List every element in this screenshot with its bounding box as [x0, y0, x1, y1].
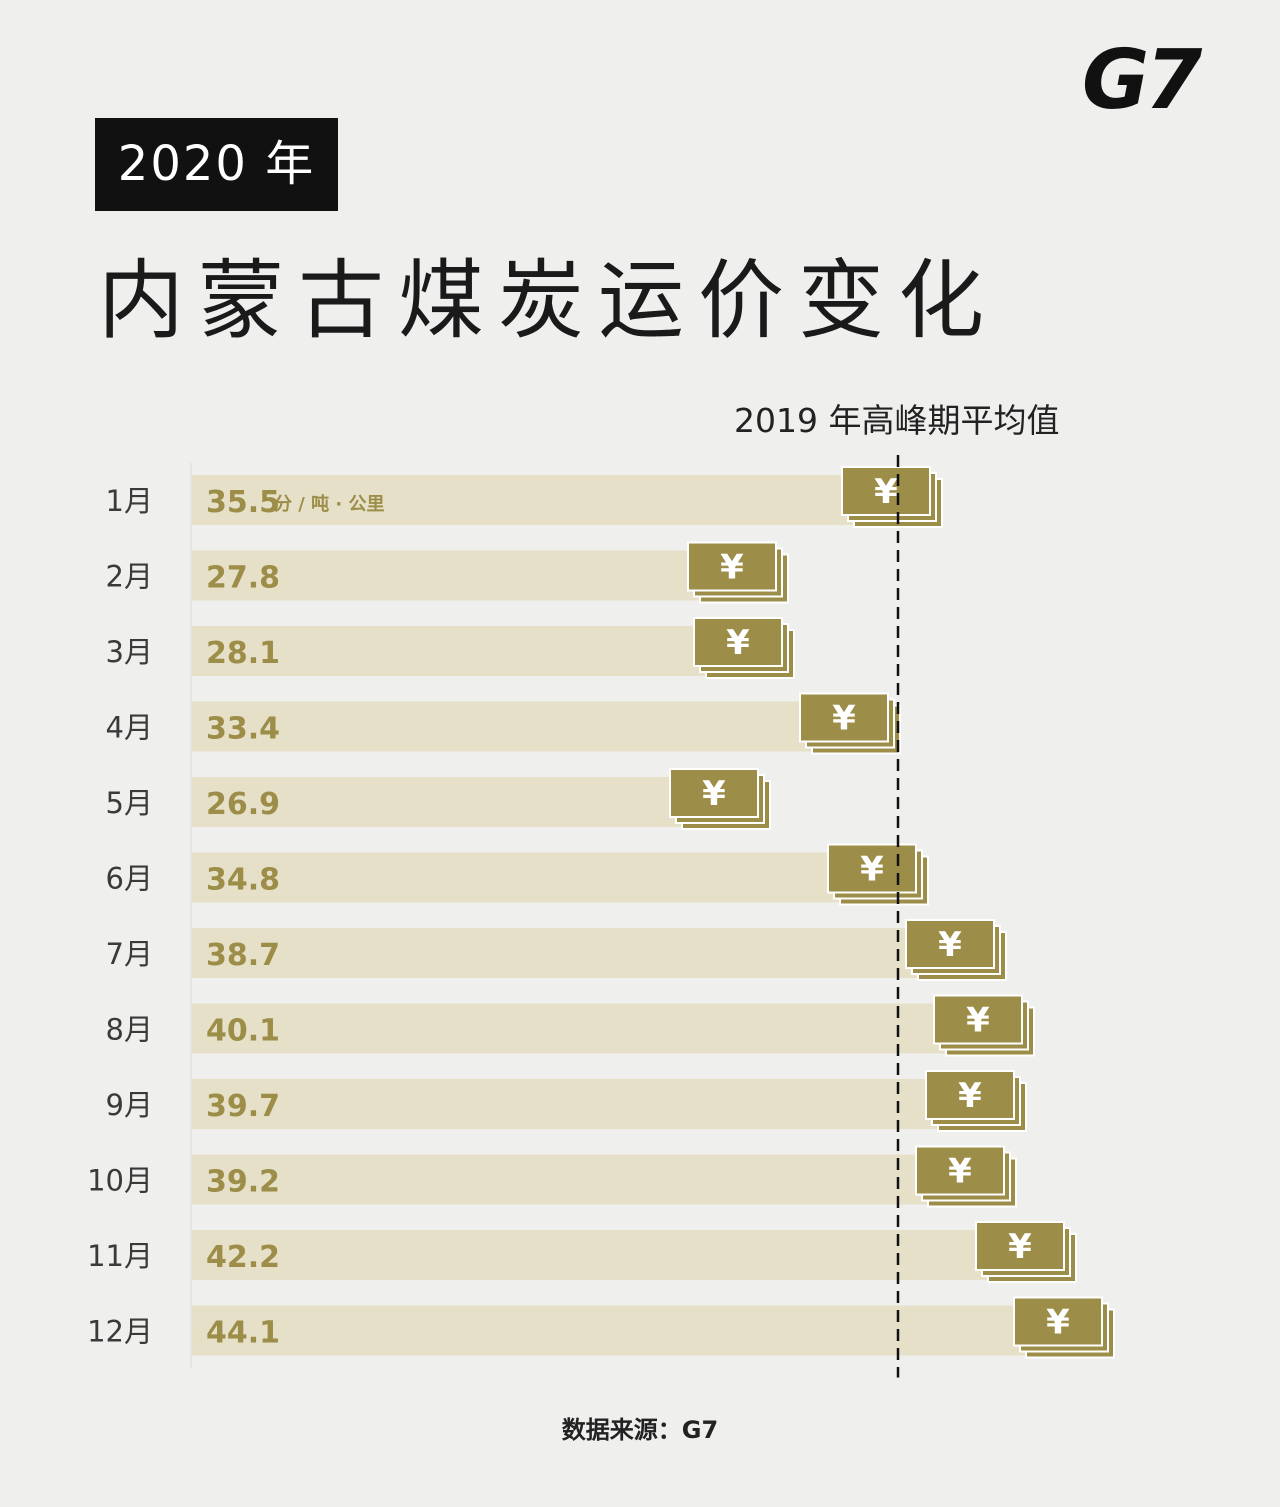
yen-icon: ¥ — [1008, 1227, 1032, 1267]
yen-icon: ¥ — [720, 548, 744, 588]
money-icon — [827, 843, 917, 894]
bar — [192, 1154, 976, 1205]
month-label: 6月 — [106, 862, 153, 896]
value-label: 33.4 — [206, 712, 280, 747]
money-icon — [841, 466, 931, 516]
bar — [192, 626, 754, 676]
bar — [192, 852, 888, 903]
month-label: 8月 — [106, 1013, 153, 1047]
month-label: 9月 — [106, 1088, 153, 1122]
yen-icon: ¥ — [966, 1001, 990, 1041]
value-label: 39.7 — [206, 1089, 280, 1124]
bar — [192, 777, 730, 827]
yen-icon: ¥ — [832, 699, 856, 739]
yen-icon: ¥ — [874, 472, 898, 512]
g7-logo: G7 — [1082, 33, 1202, 128]
yen-icon: ¥ — [938, 925, 962, 965]
bar — [192, 1230, 1036, 1280]
bar — [192, 701, 860, 752]
value-label: 34.8 — [206, 863, 280, 898]
money-icon — [669, 768, 759, 818]
bar — [192, 550, 748, 601]
value-label: 38.7 — [206, 938, 280, 973]
money-icon — [905, 919, 995, 969]
money-icon — [693, 617, 783, 667]
money-icon — [925, 1070, 1015, 1120]
value-label: 42.2 — [206, 1240, 280, 1275]
yen-icon: ¥ — [726, 623, 750, 663]
month-label: 10月 — [87, 1164, 153, 1198]
yen-icon: ¥ — [1046, 1303, 1070, 1343]
value-label: 35.5 — [206, 485, 280, 520]
value-label: 44.1 — [206, 1316, 280, 1351]
value-label: 28.1 — [206, 636, 280, 671]
data-source: 数据来源：G7 — [561, 1416, 719, 1444]
money-icon — [933, 994, 1023, 1045]
month-label: 5月 — [106, 786, 153, 820]
money-icon — [687, 541, 777, 592]
money-icon — [915, 1145, 1005, 1196]
bar — [192, 1079, 986, 1129]
chart-title: 内蒙古煤炭运价变化 — [98, 251, 998, 351]
month-label: 3月 — [106, 635, 153, 669]
month-label: 2月 — [106, 560, 153, 594]
month-label: 4月 — [106, 711, 153, 745]
money-icon — [1013, 1296, 1103, 1347]
yen-icon: ¥ — [948, 1152, 972, 1192]
year-badge: 2020 年 — [95, 118, 338, 211]
money-icon — [975, 1221, 1065, 1271]
reference-line-label: 2019 年高峰期平均值 — [734, 401, 1060, 440]
month-label: 11月 — [87, 1239, 153, 1273]
value-label: 40.1 — [206, 1014, 280, 1049]
month-label: 7月 — [106, 937, 153, 971]
yen-icon: ¥ — [702, 774, 726, 814]
unit-label: 分 / 吨 · 公里 — [274, 493, 384, 515]
month-label: 12月 — [87, 1315, 153, 1349]
bar — [192, 928, 966, 978]
yen-icon: ¥ — [860, 850, 884, 890]
bar — [192, 475, 902, 525]
month-label: 1月 — [106, 484, 153, 518]
bar — [192, 1003, 994, 1054]
value-label: 26.9 — [206, 787, 280, 822]
value-label: 39.2 — [206, 1165, 280, 1200]
money-icon — [799, 692, 889, 743]
yen-icon: ¥ — [958, 1076, 982, 1116]
bar — [192, 1305, 1074, 1356]
value-label: 27.8 — [206, 561, 280, 596]
